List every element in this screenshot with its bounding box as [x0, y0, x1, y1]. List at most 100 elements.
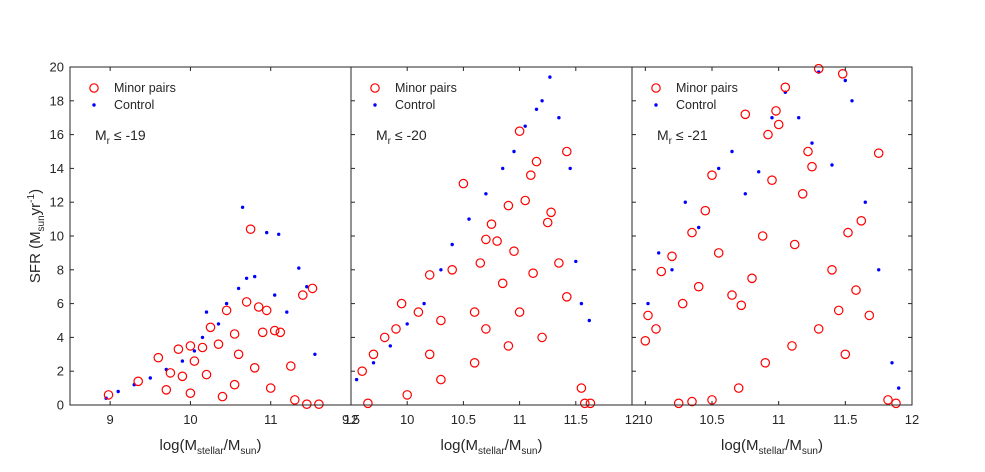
panel-left-legend-control-label: Control: [114, 98, 154, 112]
panel-middle-minor-pair-point-0: [357, 366, 367, 376]
panel-right-control-point-11: [797, 116, 801, 120]
panel-middle-minor-pair-point-29: [585, 398, 596, 409]
panel-left-minor-pair-point-15: [253, 302, 264, 312]
panel-right-control-point-15: [843, 78, 847, 83]
panel-right-xlabel-sub2: sun: [802, 446, 818, 457]
panel-right-xlabel-part: log(M: [721, 437, 759, 454]
panel-middle-xlabel-sub2: sun: [521, 446, 537, 457]
panel-left-legend-control-marker: [92, 103, 96, 107]
panel-middle-magnitude-annotation: Mr ≤ -20: [376, 127, 427, 147]
panel-left-xlabel-sub2: sun: [240, 446, 256, 457]
panel-middle-x-tick-label-0: 9.5: [342, 412, 360, 427]
panel-left-xlabel-sub: stellar: [197, 446, 224, 457]
panel-right-minor-pair-point-8: [700, 205, 711, 216]
panel-right-minor-pair-point-4: [667, 251, 677, 262]
panel-middle-minor-pair-point-6: [424, 270, 435, 280]
panel-right-control-point-2: [670, 268, 674, 272]
panel-right-control-point-3: [683, 200, 687, 204]
panel-left-minor-pair-point-3: [165, 368, 176, 378]
panel-right-legend-control-label: Control: [676, 98, 716, 112]
panel-right-minor-pair-point-25: [813, 63, 824, 74]
panel-left-minor-pair-point-19: [275, 327, 286, 338]
panel-left-minor-pair-point-25: [217, 391, 228, 402]
panel-right-minor-pair-point-28: [837, 69, 848, 79]
panel-middle-x-tick-label-3: 11: [513, 412, 527, 427]
y-axis-label-close: ): [27, 189, 44, 194]
panel-right-minor-pair-point-1: [643, 310, 653, 321]
panel-right-minor-pair-point-31: [856, 216, 867, 226]
panel-middle-minor-pair-point-3: [391, 324, 401, 334]
panel-middle-control-point-3: [405, 322, 409, 326]
panel-left-control-point-16: [273, 293, 277, 297]
panel-middle-minor-pair-point-38: [481, 324, 491, 334]
panel-left-minor-pair-point-20: [285, 361, 296, 371]
panel-left-x-tick-label-2: 11: [264, 412, 278, 427]
panel-right-minor-pair-point-30: [851, 285, 861, 295]
panel-left-minor-pair-point-17: [261, 305, 272, 316]
panel-middle-control-point-15: [557, 116, 561, 120]
panel-left-minor-pair-point-28: [201, 369, 212, 380]
panel-right-x-tick-label-2: 11: [772, 412, 786, 427]
y-axis-label: SFR (Msunyr-1): [26, 189, 47, 283]
panel-left-minor-pair-point-14: [245, 224, 256, 234]
panel-right-control-point-14: [830, 163, 834, 167]
panel-left-minor-pair-point-7: [197, 342, 208, 353]
panel-right-minor-pair-point-26: [827, 264, 837, 275]
panel-middle-annotation-sub: r: [388, 136, 392, 147]
panel-middle-minor-pair-point-25: [554, 258, 564, 268]
panel-right-minor-pair-point-5: [677, 298, 688, 309]
panel-left-axes-frame: [69, 66, 352, 406]
panel-left-minor-pair-point-8: [205, 322, 216, 333]
panel-middle-minor-pair-point-17: [509, 246, 519, 256]
panel-left-magnitude-annotation: Mr ≤ -19: [95, 127, 146, 147]
y-tick-label-4: 8: [57, 262, 64, 277]
panel-left-minor-pair-point-22: [307, 283, 318, 294]
panel-left-minor-pair-point-1: [133, 376, 143, 387]
legends-layer: Minor pairs Control Mr ≤ -19 Minor pairs Con…: [89, 81, 738, 147]
panel-middle-minor-pair-point-27: [561, 291, 572, 302]
panel-right-minor-pair-point-40: [760, 357, 771, 368]
panel-right-control-point-12: [810, 141, 814, 145]
panel-right-minor-pair-point-7: [693, 281, 704, 292]
panel-right-control-point-17: [863, 200, 867, 204]
panel-middle-minor-pair-point-4: [396, 298, 407, 309]
panel-left-control-point-8: [204, 310, 209, 314]
panel-right-minor-pair-point-35: [891, 398, 901, 409]
panel-right-minor-pair-point-14: [747, 273, 757, 284]
panel-middle-xlabel-sub: stellar: [478, 446, 505, 457]
panel-left-minor-pair-point-13: [241, 297, 252, 307]
panel-right-control-point-18: [877, 268, 881, 272]
panel-left-minor-pair-point-2: [153, 352, 164, 363]
panel-middle-minor-pair-point-20: [525, 170, 536, 180]
panel-right-minor-pair-point-21: [789, 239, 800, 250]
panel-middle-minor-pair-point-36: [537, 332, 547, 343]
panel-left-control-point-9: [216, 322, 221, 326]
panel-right-minor-pair-point-6: [687, 227, 697, 238]
panel-right-xlabel-sub: stellar: [759, 446, 786, 457]
panel-middle-axes-frame: [350, 66, 633, 406]
panel-left-minor-pair-point-5: [185, 341, 196, 351]
panel-middle-minor-pair-point-28: [576, 383, 587, 393]
panel-middle-minor-pair-point-2: [379, 332, 390, 343]
panel-left-control-point-6: [192, 349, 197, 353]
panel-middle-x-tick-label-2: 10.5: [451, 412, 476, 427]
panel-right-minor-pair-point-37: [687, 396, 697, 407]
panel-left-control-point-11: [236, 286, 241, 291]
panel-right-control-point-19: [890, 361, 894, 365]
panel-right-minor-pair-point-22: [797, 189, 808, 199]
panel-middle-minor-pair-point-37: [424, 349, 435, 360]
panel-right-minor-pair-point-3: [656, 266, 667, 277]
panel-middle-control-point-2: [388, 344, 392, 348]
panel-left-legend-minor-pairs-marker: [89, 83, 99, 93]
panel-right-legend-minor-pairs-marker: [651, 83, 661, 93]
panel-left-minor-pair-point-27: [177, 371, 188, 382]
panel-middle-annotation-value: ≤ -20: [391, 127, 427, 143]
data-points-layer: [103, 63, 901, 409]
panel-left-control-point-19: [297, 266, 301, 270]
panel-right-minor-pair-point-24: [807, 161, 817, 172]
panel-left-minor-pair-point-33: [161, 384, 172, 395]
panel-middle-minor-pair-point-34: [469, 357, 480, 368]
panel-middle-minor-pair-point-5: [413, 307, 424, 317]
panel-right-control-point-20: [897, 386, 901, 390]
